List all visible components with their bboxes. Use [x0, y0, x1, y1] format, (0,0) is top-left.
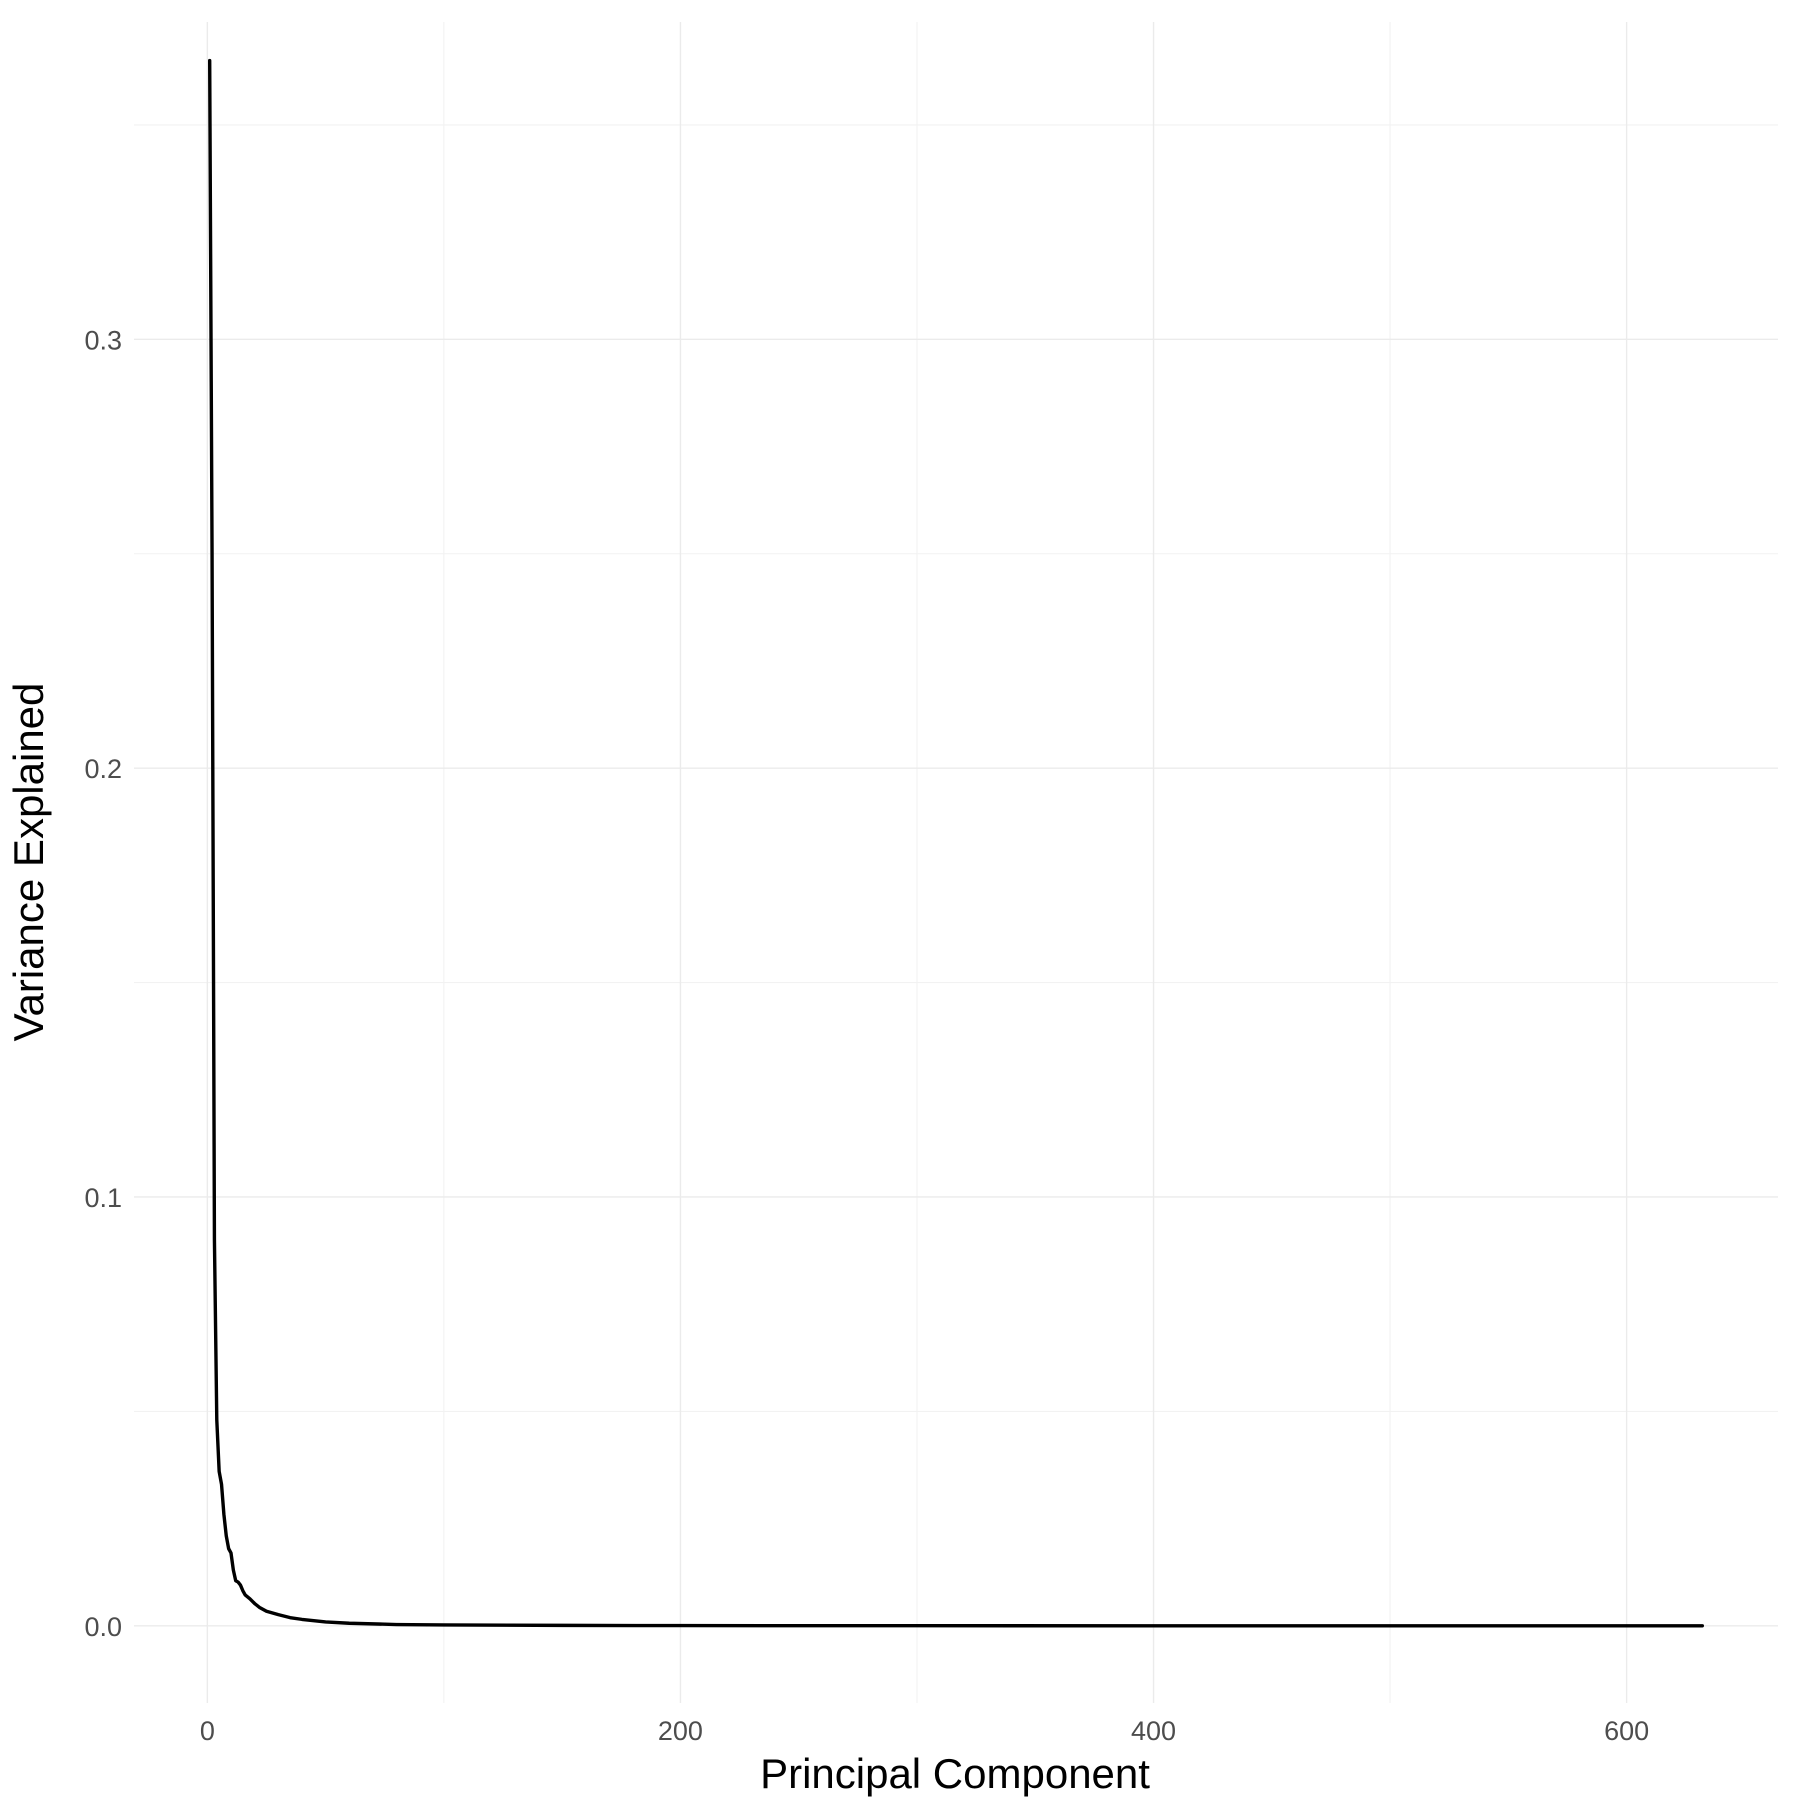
y-axis-title: Variance Explained: [5, 683, 52, 1042]
x-tick-label: 200: [658, 1716, 703, 1746]
y-tick-label: 0.0: [84, 1612, 122, 1642]
x-axis-title: Principal Component: [760, 1750, 1150, 1797]
y-tick-label: 0.3: [84, 325, 122, 355]
x-tick-label: 0: [200, 1716, 215, 1746]
data-series: [207, 58, 1705, 1628]
y-tick-label: 0.2: [84, 754, 122, 784]
y-tick-label: 0.1: [84, 1183, 122, 1213]
x-tick-label: 600: [1604, 1716, 1649, 1746]
grid-lines: [134, 22, 1778, 1703]
tick-labels: 0 200 400 600 0.0 0.1 0.2 0.3: [84, 325, 1649, 1746]
x-tick-label: 400: [1131, 1716, 1176, 1746]
variance-line: [207, 58, 1705, 1628]
